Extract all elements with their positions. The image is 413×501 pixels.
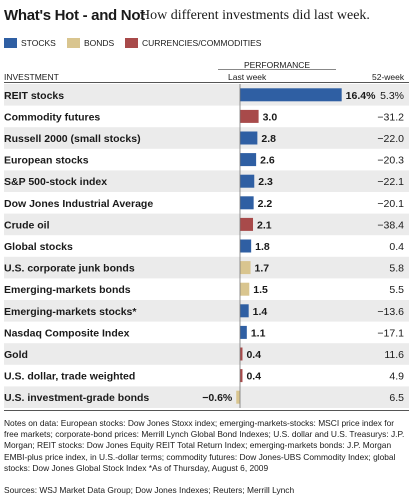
value-label: 1.7 bbox=[255, 263, 270, 275]
52-week-value: 5.5 bbox=[389, 284, 404, 296]
bar bbox=[240, 261, 251, 275]
row-shading bbox=[4, 386, 409, 408]
bar bbox=[240, 325, 247, 339]
chart-title: What's Hot - and Not bbox=[4, 7, 145, 24]
notes-rule bbox=[4, 410, 409, 411]
bar bbox=[240, 88, 342, 102]
bar bbox=[240, 153, 257, 167]
performance-rule bbox=[218, 69, 336, 70]
52-week-value: −22.1 bbox=[377, 176, 404, 188]
52-week-value: 6.5 bbox=[389, 392, 404, 404]
52-week-value: 5.3% bbox=[380, 90, 404, 102]
52-week-value: −20.1 bbox=[377, 198, 404, 210]
value-label: 3.0 bbox=[263, 111, 278, 123]
category-label: S&P 500-stock index bbox=[4, 176, 107, 188]
category-label: Global stocks bbox=[4, 241, 73, 253]
legend-swatch-bonds bbox=[67, 38, 80, 48]
row-shading bbox=[4, 170, 409, 192]
value-label: 0.4 bbox=[246, 371, 261, 383]
52-week-value: 0.4 bbox=[389, 241, 404, 253]
value-label: 1.4 bbox=[253, 306, 268, 318]
bar bbox=[240, 109, 259, 123]
bar bbox=[236, 390, 240, 404]
row-shading bbox=[4, 127, 409, 149]
bar bbox=[240, 282, 250, 296]
52-week-value: −22.0 bbox=[377, 133, 404, 145]
category-label: U.S. dollar, trade weighted bbox=[4, 371, 135, 383]
value-label: 1.1 bbox=[251, 327, 266, 339]
bar bbox=[240, 217, 254, 231]
value-label: 1.5 bbox=[253, 284, 268, 296]
chart-header: What's Hot - and Not How different inves… bbox=[4, 5, 410, 27]
category-label: Commodity futures bbox=[4, 111, 100, 123]
value-label: 0.4 bbox=[246, 349, 261, 361]
category-label: U.S. investment-grade bonds bbox=[4, 392, 149, 404]
category-label: Russell 2000 (small stocks) bbox=[4, 133, 141, 145]
52-week-value: 11.6 bbox=[384, 349, 404, 361]
row-shading bbox=[4, 300, 409, 322]
bar bbox=[240, 239, 252, 253]
value-label: 2.3 bbox=[258, 176, 273, 188]
legend-label-bonds: BONDS bbox=[84, 38, 115, 48]
last-week-column-header: Last week bbox=[228, 72, 267, 82]
category-label: REIT stocks bbox=[4, 90, 64, 102]
row-shading bbox=[4, 343, 409, 365]
category-label: Dow Jones Industrial Average bbox=[4, 198, 153, 210]
performance-header: PERFORMANCE bbox=[243, 60, 311, 70]
bar bbox=[240, 347, 243, 361]
notes: Notes on data: European stocks: Dow Jone… bbox=[4, 418, 405, 473]
52-week-value: −17.1 bbox=[377, 327, 404, 339]
value-label: 16.4% bbox=[346, 90, 376, 102]
bar bbox=[240, 196, 254, 210]
legend-label-currencies: CURRENCIES/COMMODITIES bbox=[142, 38, 262, 48]
category-label: European stocks bbox=[4, 155, 89, 167]
legend-swatch-currencies bbox=[125, 38, 138, 48]
category-label: Nasdaq Composite Index bbox=[4, 327, 130, 339]
legend-swatch-stocks bbox=[4, 38, 17, 48]
52-week-value: −31.2 bbox=[377, 111, 404, 123]
value-label: −0.6% bbox=[202, 392, 233, 404]
category-label: Emerging-markets bonds bbox=[4, 284, 131, 296]
value-label: 1.8 bbox=[255, 241, 270, 253]
category-label: U.S. corporate junk bonds bbox=[4, 263, 135, 275]
52-week-value: 5.8 bbox=[389, 263, 404, 275]
value-label: 2.2 bbox=[258, 198, 273, 210]
sources: Sources: WSJ Market Data Group; Dow Jone… bbox=[4, 485, 295, 495]
value-label: 2.6 bbox=[260, 155, 275, 167]
row-shading bbox=[4, 256, 409, 279]
value-label: 2.8 bbox=[261, 133, 276, 145]
category-label: Crude oil bbox=[4, 219, 50, 231]
52-week-column-header: 52-week bbox=[372, 72, 405, 82]
52-week-value: 4.9 bbox=[389, 371, 404, 383]
row-shading bbox=[4, 213, 409, 236]
category-label: Emerging-markets stocks* bbox=[4, 306, 137, 318]
52-week-value: −38.4 bbox=[377, 219, 404, 231]
bar bbox=[240, 369, 243, 383]
chart-subtitle: How different investments did last week. bbox=[140, 8, 370, 23]
bar bbox=[240, 131, 258, 145]
52-week-value: −13.6 bbox=[377, 306, 404, 318]
value-label: 2.1 bbox=[257, 219, 272, 231]
bar bbox=[240, 174, 255, 188]
legend-label-stocks: STOCKS bbox=[21, 38, 56, 48]
bar bbox=[240, 304, 249, 318]
header-rule bbox=[4, 82, 409, 83]
category-label: Gold bbox=[4, 349, 28, 361]
investment-column-header: INVESTMENT bbox=[4, 72, 59, 82]
52-week-value: −20.3 bbox=[377, 155, 404, 167]
